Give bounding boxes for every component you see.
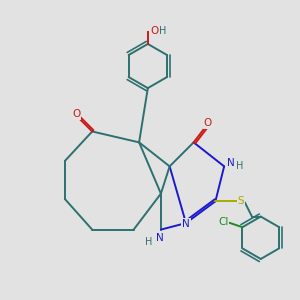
Text: O: O — [203, 118, 212, 128]
Text: H: H — [236, 161, 243, 171]
Text: O: O — [150, 26, 158, 36]
Text: N: N — [227, 158, 235, 168]
Text: O: O — [72, 109, 80, 119]
Text: S: S — [238, 196, 244, 206]
Text: Cl: Cl — [218, 217, 229, 226]
Text: H: H — [145, 237, 152, 247]
Text: N: N — [182, 219, 190, 229]
Text: N: N — [156, 233, 163, 243]
Text: H: H — [159, 26, 167, 36]
